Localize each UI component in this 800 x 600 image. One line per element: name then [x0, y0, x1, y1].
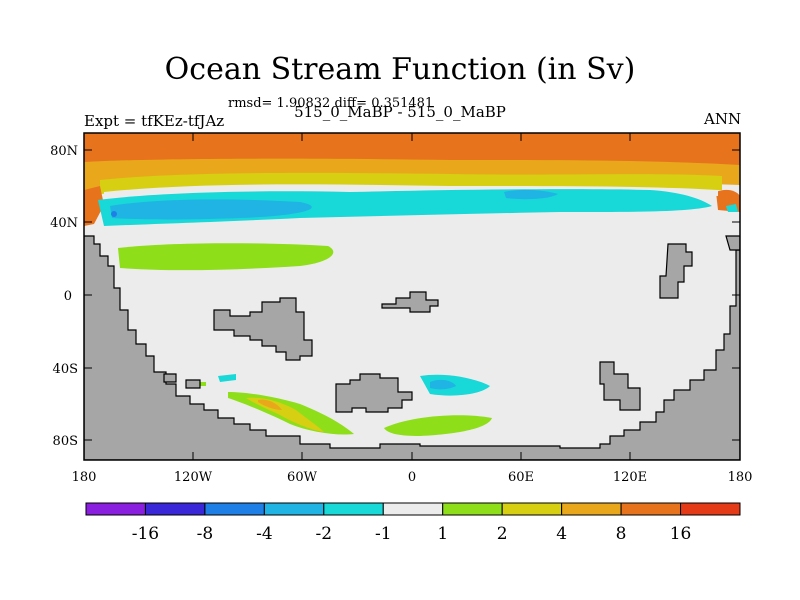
colorbar-label: -1: [375, 524, 392, 544]
lon-label-60e: 60E: [508, 470, 534, 485]
lat-label-0: 0: [64, 289, 72, 304]
positive-band-tropics-core: [128, 249, 250, 260]
positive-west-edge: [84, 186, 104, 226]
colorbar-label: 16: [670, 524, 692, 544]
lat-label-40n: 40N: [50, 216, 78, 231]
western-continent: [84, 235, 740, 460]
colorbar-label: -4: [256, 524, 273, 544]
colorbar-swatch: [144, 502, 206, 516]
negative-core-east: [504, 189, 558, 200]
southern-continent: [335, 373, 413, 413]
lat-label-40s: 40S: [53, 362, 78, 377]
eastern-continent-lower: [599, 361, 641, 411]
positive-south-pacific-mid: [246, 397, 324, 432]
lat-ticks: [84, 149, 740, 441]
lat-label-80n: 80N: [50, 144, 78, 159]
lon-label-180w: 180: [72, 470, 97, 485]
negative-south-atlantic-core: [430, 379, 456, 390]
negative-core-west: [110, 199, 312, 220]
lon-label-60w: 60W: [287, 470, 318, 485]
colorbar-swatch: [442, 502, 503, 516]
negative-east-edge: [726, 204, 738, 212]
eastern-edge-land: [725, 235, 740, 251]
colorbar-label: 4: [556, 524, 567, 544]
island-west-2: [185, 379, 201, 389]
lon-label-0: 0: [408, 470, 416, 485]
island-west-1: [163, 373, 177, 383]
negative-minimum-west: [111, 211, 117, 217]
lon-ticks: [192, 133, 631, 460]
equatorial-island: [381, 291, 439, 313]
lat-label-80s: 80S: [53, 434, 78, 449]
colorbar-label: 8: [616, 524, 627, 544]
colorbar-swatch: [204, 502, 265, 516]
colorbar-swatch: [382, 502, 444, 516]
colorbar-label: -8: [197, 524, 214, 544]
experiment-label: Expt = tfKEz-tfJAz: [84, 112, 225, 130]
positive-band-north-low: [100, 172, 722, 194]
season-label: ANN: [704, 110, 742, 128]
colorbar-swatch: [501, 502, 563, 516]
stats-label: rmsd= 1.90832 diff= 0.351481: [228, 96, 434, 111]
eastern-continent-upper: [659, 243, 693, 299]
colorbar-label: 1: [437, 524, 448, 544]
lon-label-120e: 120E: [613, 470, 647, 485]
map-panel: [84, 133, 740, 460]
colorbar-swatch: [323, 502, 384, 516]
lon-label-180e: 180: [728, 470, 753, 485]
colorbar-label: -16: [132, 524, 159, 544]
lon-label-120w: 120W: [174, 470, 213, 485]
negative-south-pacific-west: [218, 374, 236, 382]
colorbar-swatch: [85, 502, 146, 516]
land-masses: [84, 235, 740, 460]
colorbar: -16 -8 -4 -2 -1 1 2 4 8 16: [85, 502, 741, 544]
colorbar-swatch: [561, 502, 622, 516]
map-title: Ocean Stream Function (in Sv): [164, 52, 636, 87]
colorbar-swatch: [620, 502, 682, 516]
colorbar-swatch: [680, 502, 741, 516]
positive-south-pacific-core: [258, 399, 282, 410]
colorbar-swatch: [263, 502, 325, 516]
case-label: 515_0_MaBP - 515_0_MaBP: [294, 103, 506, 121]
central-continent: [213, 297, 313, 361]
positive-south-atlantic: [384, 415, 492, 436]
colorbar-label: 2: [497, 524, 508, 544]
colorbar-label: -2: [316, 524, 333, 544]
